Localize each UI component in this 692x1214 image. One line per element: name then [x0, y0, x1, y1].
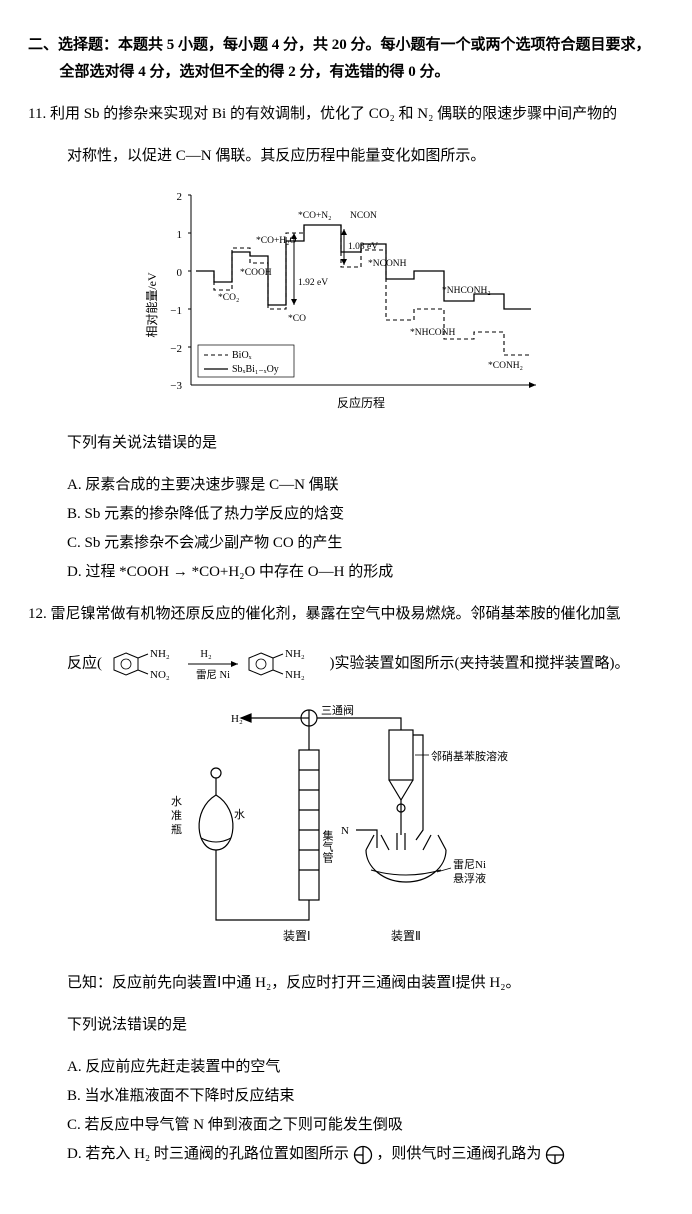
svg-text:N: N	[341, 825, 349, 837]
svg-text:装置Ⅰ: 装置Ⅰ	[283, 929, 311, 943]
q11-options: A. 尿素合成的主要决速步骤是 C—N 偶联 B. Sb 元素的掺杂降低了热力学…	[28, 472, 664, 586]
q11-text1: 利用 Sb 的掺杂来实现对 Bi 的有效调制，优化了 CO₂ 和 N₂ 偶联的限…	[50, 106, 617, 122]
q12-opt-c: C. 若反应中导气管 N 伸到液面之下则可能发生倒吸	[67, 1112, 664, 1139]
svg-text:相对能量/eV: 相对能量/eV	[145, 272, 159, 338]
svg-text:0: 0	[177, 267, 183, 279]
svg-text:*CO: *CO	[288, 314, 306, 324]
svg-text:1: 1	[177, 229, 183, 241]
svg-text:集气管: 集气管	[321, 829, 334, 864]
svg-text:水: 水	[171, 795, 182, 808]
svg-text:BiOₓ: BiOₓ	[232, 350, 252, 361]
svg-text:H₂: H₂	[231, 713, 243, 725]
q12-opt-d: D. 若充入 H₂ 时三通阀的孔路位置如图所示 ，则供气时三通阀孔路为	[67, 1141, 664, 1168]
svg-text:1.03 eV: 1.03 eV	[348, 242, 378, 252]
q11-opt-b: B. Sb 元素的掺杂降低了热力学反应的焓变	[67, 501, 664, 528]
svg-text:NCON: NCON	[350, 211, 377, 221]
svg-text:−1: −1	[170, 305, 182, 317]
svg-text:水: 水	[234, 808, 245, 821]
q11-opt-a: A. 尿素合成的主要决速步骤是 C—N 偶联	[67, 472, 664, 499]
q12-opt-a: A. 反应前应先赶走装置中的空气	[67, 1054, 664, 1081]
svg-text:*NCONH: *NCONH	[368, 259, 407, 269]
section-header: 二、选择题：本题共 5 小题，每小题 4 分，共 20 分。每小题有一个或两个选…	[28, 32, 664, 86]
valve-icon-2	[545, 1145, 565, 1165]
section-title-line2: 全部选对得 4 分，选对但不全的得 2 分，有选错的得 0 分。	[28, 59, 664, 86]
svg-text:雷尼Ni: 雷尼Ni	[453, 858, 486, 871]
q11-number: 11.	[28, 106, 46, 122]
svg-text:*NHCONH₂: *NHCONH₂	[442, 286, 491, 296]
q12-opt-b: B. 当水准瓶液面不下降时反应结束	[67, 1083, 664, 1110]
svg-text:*CONH₂: *CONH₂	[488, 361, 523, 371]
svg-text:*CO+N₂: *CO+N₂	[298, 211, 331, 221]
q12-text2: 反应( NH₂ NO₂ H₂ 雷尼 Ni NH₂ NH₂ )实验装置如图所示(夹…	[28, 643, 664, 685]
q12-apparatus: H₂ 三通阀 集气管 水 水 准 瓶 装置Ⅰ	[161, 700, 531, 955]
svg-text:SbₓBi₁₋ₓOy: SbₓBi₁₋ₓOy	[232, 364, 279, 375]
question-12: 12. 雷尼镍常做有机物还原反应的催化剂，暴露在空气中极易燃烧。邻硝基苯胺的催化…	[28, 601, 664, 1168]
q12-number: 12.	[28, 606, 47, 622]
svg-text:NO₂: NO₂	[150, 669, 170, 681]
q12-lead: 下列说法错误的是	[28, 1012, 664, 1039]
q11-energy-chart: 2 1 0 −1 −2 −3 相对能量/eV 反应历程 *CO₂ *COOH *…	[136, 185, 556, 415]
svg-text:NH₂: NH₂	[285, 648, 305, 660]
q11-text2: 对称性，以促进 C—N 偶联。其反应历程中能量变化如图所示。	[28, 143, 664, 170]
section-title-line1: 二、选择题：本题共 5 小题，每小题 4 分，共 20 分。每小题有一个或两个选…	[28, 32, 664, 59]
svg-text:*COOH: *COOH	[240, 268, 272, 278]
valve-icon-1	[353, 1145, 373, 1165]
svg-text:−2: −2	[170, 343, 182, 355]
svg-text:*NHCONH: *NHCONH	[410, 328, 456, 338]
svg-text:NH₂: NH₂	[150, 648, 170, 660]
svg-text:−3: −3	[170, 380, 182, 392]
question-11: 11. 利用 Sb 的掺杂来实现对 Bi 的有效调制，优化了 CO₂ 和 N₂ …	[28, 101, 664, 586]
q11-lead: 下列有关说法错误的是	[28, 430, 664, 457]
svg-text:装置Ⅱ: 装置Ⅱ	[391, 929, 421, 943]
svg-text:三通阀: 三通阀	[321, 703, 354, 717]
svg-text:H₂: H₂	[200, 649, 212, 660]
q11-opt-c: C. Sb 元素掺杂不会减少副产物 CO 的产生	[67, 530, 664, 557]
svg-text:瓶: 瓶	[171, 822, 182, 836]
reaction-scheme: NH₂ NO₂ H₂ 雷尼 Ni NH₂ NH₂	[106, 643, 326, 685]
svg-text:NH₂: NH₂	[285, 669, 305, 681]
svg-text:*CO₂: *CO₂	[218, 293, 239, 303]
q12-options: A. 反应前应先赶走装置中的空气 B. 当水准瓶液面不下降时反应结束 C. 若反…	[28, 1054, 664, 1168]
svg-text:反应历程: 反应历程	[337, 395, 385, 410]
q12-text1: 雷尼镍常做有机物还原反应的催化剂，暴露在空气中极易燃烧。邻硝基苯胺的催化加氢	[51, 606, 621, 622]
svg-text:邻硝基苯胺溶液: 邻硝基苯胺溶液	[431, 749, 508, 763]
q11-opt-d: D. 过程 *COOH → *CO+H₂O 中存在 O—H 的形成	[67, 559, 664, 586]
svg-text:悬浮液: 悬浮液	[453, 871, 486, 885]
q12-known: 已知：反应前先向装置Ⅰ中通 H₂，反应时打开三通阀由装置Ⅰ提供 H₂。	[28, 970, 664, 997]
svg-text:准: 准	[171, 809, 182, 822]
svg-text:2: 2	[177, 191, 183, 203]
svg-text:*CO+H₂O: *CO+H₂O	[256, 236, 296, 246]
svg-text:1.92 eV: 1.92 eV	[298, 278, 328, 288]
svg-text:雷尼 Ni: 雷尼 Ni	[196, 669, 230, 681]
